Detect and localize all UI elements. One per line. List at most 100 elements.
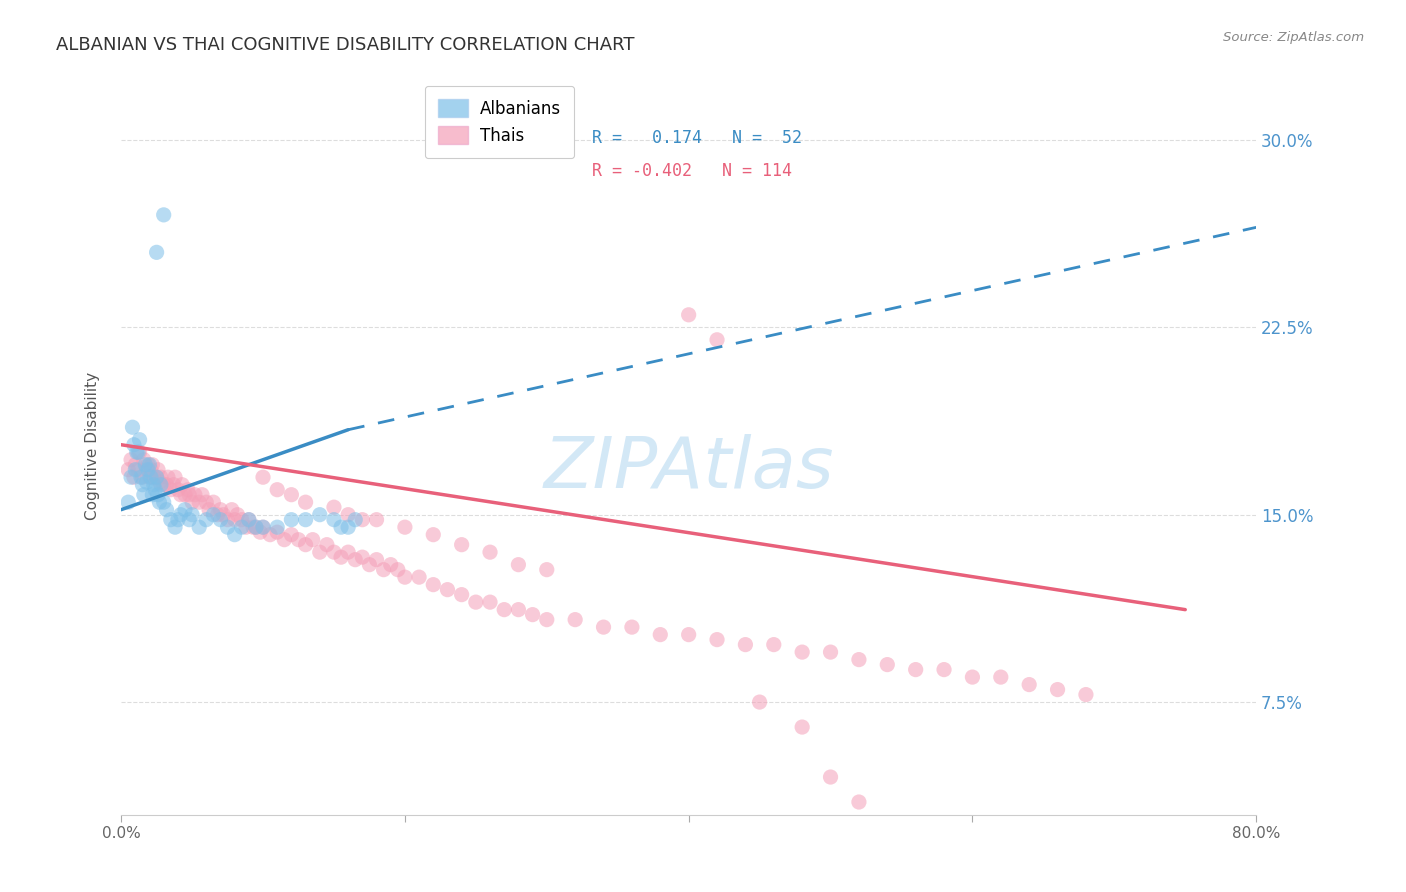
Legend: Albanians, Thais: Albanians, Thais — [425, 86, 574, 158]
Point — [159, 513, 181, 527]
Point — [224, 527, 246, 541]
Point — [146, 463, 169, 477]
Point — [252, 470, 274, 484]
Point — [650, 627, 672, 641]
Point — [202, 508, 225, 522]
Point — [848, 795, 870, 809]
Point — [294, 513, 316, 527]
Point — [508, 602, 530, 616]
Point — [387, 563, 409, 577]
Point — [876, 657, 898, 672]
Text: ZIPAtlas: ZIPAtlas — [543, 434, 834, 502]
Point — [564, 613, 586, 627]
Point — [450, 538, 472, 552]
Point — [136, 463, 159, 477]
Point — [366, 552, 388, 566]
Point — [221, 502, 243, 516]
Point — [330, 550, 353, 565]
Point — [522, 607, 544, 622]
Point — [155, 477, 177, 491]
Point — [245, 520, 267, 534]
Point — [706, 333, 728, 347]
Point — [536, 613, 558, 627]
Point — [678, 308, 700, 322]
Point — [172, 477, 194, 491]
Point — [174, 488, 197, 502]
Point — [436, 582, 458, 597]
Point — [224, 513, 246, 527]
Point — [156, 470, 179, 484]
Point — [202, 495, 225, 509]
Point — [464, 595, 486, 609]
Point — [359, 558, 381, 572]
Point — [259, 527, 281, 541]
Point — [135, 463, 157, 477]
Point — [422, 527, 444, 541]
Point — [1074, 688, 1097, 702]
Point — [148, 475, 170, 490]
Point — [820, 770, 842, 784]
Point — [127, 463, 149, 477]
Point — [142, 477, 165, 491]
Point — [131, 470, 153, 484]
Point — [209, 513, 232, 527]
Point — [181, 495, 204, 509]
Point — [212, 508, 235, 522]
Point — [217, 520, 239, 534]
Point — [188, 520, 211, 534]
Point — [141, 458, 163, 472]
Point — [139, 463, 162, 477]
Point — [748, 695, 770, 709]
Point — [792, 645, 814, 659]
Point — [170, 508, 193, 522]
Point — [122, 438, 145, 452]
Point — [678, 627, 700, 641]
Point — [366, 513, 388, 527]
Point — [120, 452, 142, 467]
Point — [152, 208, 174, 222]
Point — [848, 652, 870, 666]
Point — [1046, 682, 1069, 697]
Point — [235, 520, 257, 534]
Point — [125, 445, 148, 459]
Point — [131, 477, 153, 491]
Point — [135, 475, 157, 490]
Text: ALBANIAN VS THAI COGNITIVE DISABILITY CORRELATION CHART: ALBANIAN VS THAI COGNITIVE DISABILITY CO… — [56, 36, 634, 54]
Point — [494, 602, 516, 616]
Point — [266, 483, 288, 497]
Point — [294, 538, 316, 552]
Point — [120, 470, 142, 484]
Point — [121, 420, 143, 434]
Point — [170, 488, 193, 502]
Point — [820, 645, 842, 659]
Point — [734, 638, 756, 652]
Point — [128, 433, 150, 447]
Point — [479, 595, 502, 609]
Point — [136, 458, 159, 472]
Point — [330, 520, 353, 534]
Point — [132, 488, 155, 502]
Point — [352, 550, 374, 565]
Point — [280, 513, 302, 527]
Point — [165, 520, 187, 534]
Point — [145, 245, 167, 260]
Point — [323, 545, 346, 559]
Point — [152, 477, 174, 491]
Point — [323, 500, 346, 515]
Point — [177, 483, 200, 497]
Point — [217, 513, 239, 527]
Text: R =   0.174   N =  52: R = 0.174 N = 52 — [592, 128, 803, 146]
Point — [155, 502, 177, 516]
Point — [162, 477, 184, 491]
Point — [1018, 677, 1040, 691]
Point — [337, 545, 360, 559]
Point — [394, 520, 416, 534]
Text: Source: ZipAtlas.com: Source: ZipAtlas.com — [1223, 31, 1364, 45]
Point — [249, 525, 271, 540]
Point — [238, 513, 260, 527]
Point — [142, 470, 165, 484]
Point — [287, 533, 309, 547]
Point — [129, 470, 152, 484]
Point — [280, 488, 302, 502]
Point — [242, 520, 264, 534]
